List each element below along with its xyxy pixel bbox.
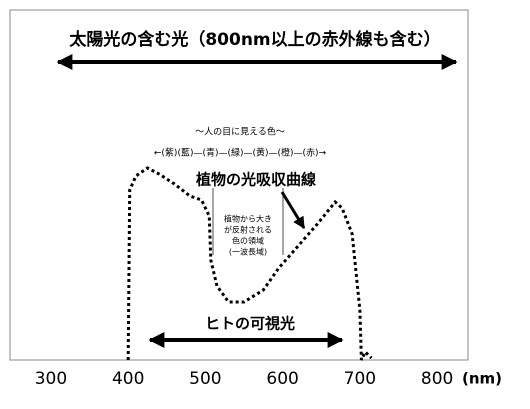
x-tick-label: 300 (35, 369, 67, 389)
x-tick-label: 400 (112, 369, 144, 389)
visible-label: ヒトの可視光 (205, 315, 295, 333)
plot-frame (9, 9, 469, 361)
reflect-line: (一波長域) (229, 247, 267, 257)
absorption-curve (126, 166, 373, 361)
x-tick-label: 700 (344, 369, 376, 389)
chart-title: 太陽光の含む光（800nm以上の赤外線も含む） (69, 29, 440, 50)
reflect-line: が反射される (224, 225, 272, 235)
reflect-line: 植物から大き (224, 214, 272, 224)
color-bands: ←(紫)(藍)—(青)—(緑)—(黄)—(橙)—(赤)→ (154, 147, 327, 159)
x-tick-label: 800 (421, 369, 453, 389)
reflect-line: 色の領域 (232, 236, 264, 246)
x-tick-label: 600 (266, 369, 298, 389)
visible-note: ～人の目に見える色～ (195, 126, 285, 138)
curve-pointer (280, 191, 306, 230)
x-axis-label: (nm) (462, 370, 502, 388)
x-tick-label: 500 (189, 369, 221, 389)
curve-label: 植物の光吸収曲線 (196, 171, 316, 189)
